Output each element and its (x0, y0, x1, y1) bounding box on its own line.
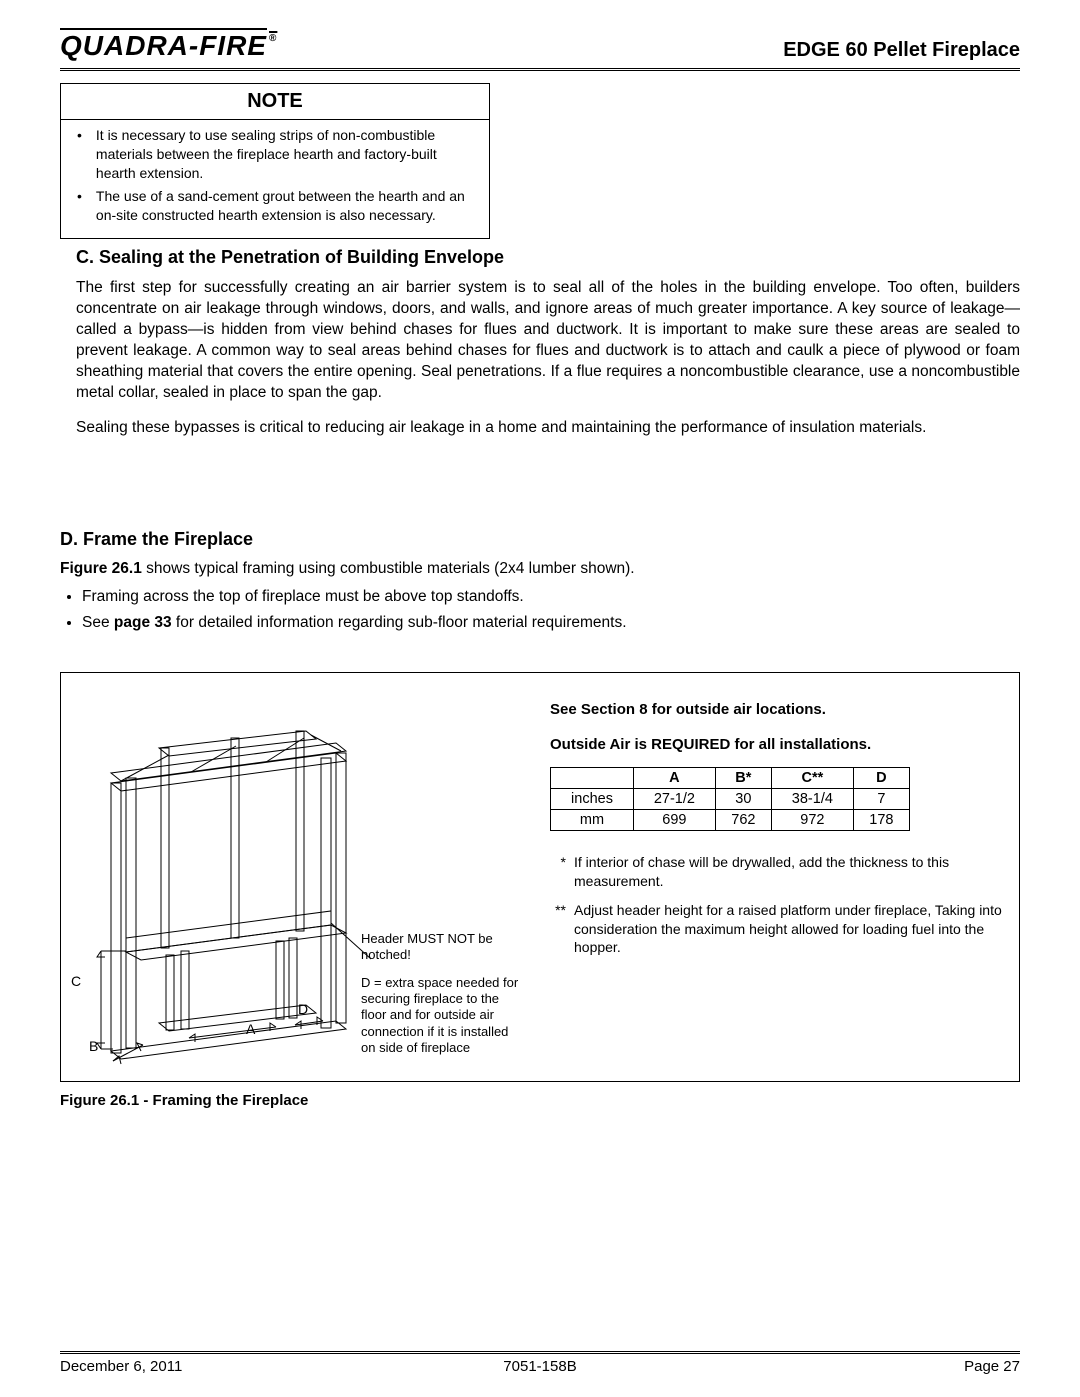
brand-logo: QUADRA-FIRE (60, 30, 275, 62)
page-header: QUADRA-FIRE EDGE 60 Pellet Fireplace (60, 30, 1020, 71)
section-d: D. Frame the Fireplace Figure 26.1 shows… (60, 529, 1020, 1109)
page-footer: December 6, 2011 7051-158B Page 27 (60, 1351, 1020, 1375)
table-row: mm 699 762 972 178 (551, 809, 910, 830)
list-item: See page 33 for detailed information reg… (82, 614, 1020, 632)
section-c-heading: C. Sealing at the Penetration of Buildin… (60, 247, 1020, 268)
section-d-intro: Figure 26.1 shows typical framing using … (60, 560, 1020, 578)
dimension-label-c: C (71, 973, 81, 989)
product-title: EDGE 60 Pellet Fireplace (783, 39, 1020, 62)
list-item: Framing across the top of fireplace must… (82, 588, 1020, 606)
figure-spec-area: See Section 8 for outside air locations.… (540, 673, 1019, 1081)
manual-page: QUADRA-FIRE EDGE 60 Pellet Fireplace NOT… (0, 0, 1080, 1397)
footnote: ** Adjust header height for a raised pla… (550, 901, 1003, 958)
table-row: inches 27-1/2 30 38-1/4 7 (551, 788, 910, 809)
dimensions-table: A B* C** D inches 27-1/2 30 38-1/4 7 mm (550, 767, 910, 831)
note-item: The use of a sand-cement grout between t… (96, 187, 477, 225)
figure-ref: Figure 26.1 (60, 560, 142, 577)
footnotes: * If interior of chase will be drywalled… (550, 853, 1003, 957)
figure-drawing-area: A B C D Header MUST NOT be notched! D = … (61, 673, 540, 1081)
figure-26-1: A B C D Header MUST NOT be notched! D = … (60, 672, 1020, 1082)
dimension-label-d: D (298, 1001, 308, 1017)
section-d-bullets: Framing across the top of fireplace must… (60, 588, 1020, 632)
note-heading: NOTE (61, 84, 489, 120)
section-c-paragraph: The first step for successfully creating… (60, 278, 1020, 404)
figure-note: See Section 8 for outside air locations. (550, 701, 1003, 718)
note-item: It is necessary to use sealing strips of… (96, 126, 477, 183)
footer-docnum: 7051-158B (60, 1358, 1020, 1375)
table-row: A B* C** D (551, 767, 910, 788)
note-body: It is necessary to use sealing strips of… (61, 120, 489, 238)
annotation-d: D = extra space needed for securing fire… (361, 975, 521, 1056)
dimension-label-a: A (246, 1021, 255, 1037)
footnote: * If interior of chase will be drywalled… (550, 853, 1003, 891)
annotation-header: Header MUST NOT be notched! (361, 931, 501, 964)
section-c-paragraph: Sealing these bypasses is critical to re… (60, 418, 1020, 439)
figure-caption: Figure 26.1 - Framing the Fireplace (60, 1092, 1020, 1109)
section-d-heading: D. Frame the Fireplace (60, 529, 1020, 550)
note-box: NOTE It is necessary to use sealing stri… (60, 83, 490, 239)
dimension-label-b: B (89, 1038, 98, 1054)
figure-note: Outside Air is REQUIRED for all installa… (550, 736, 1003, 753)
